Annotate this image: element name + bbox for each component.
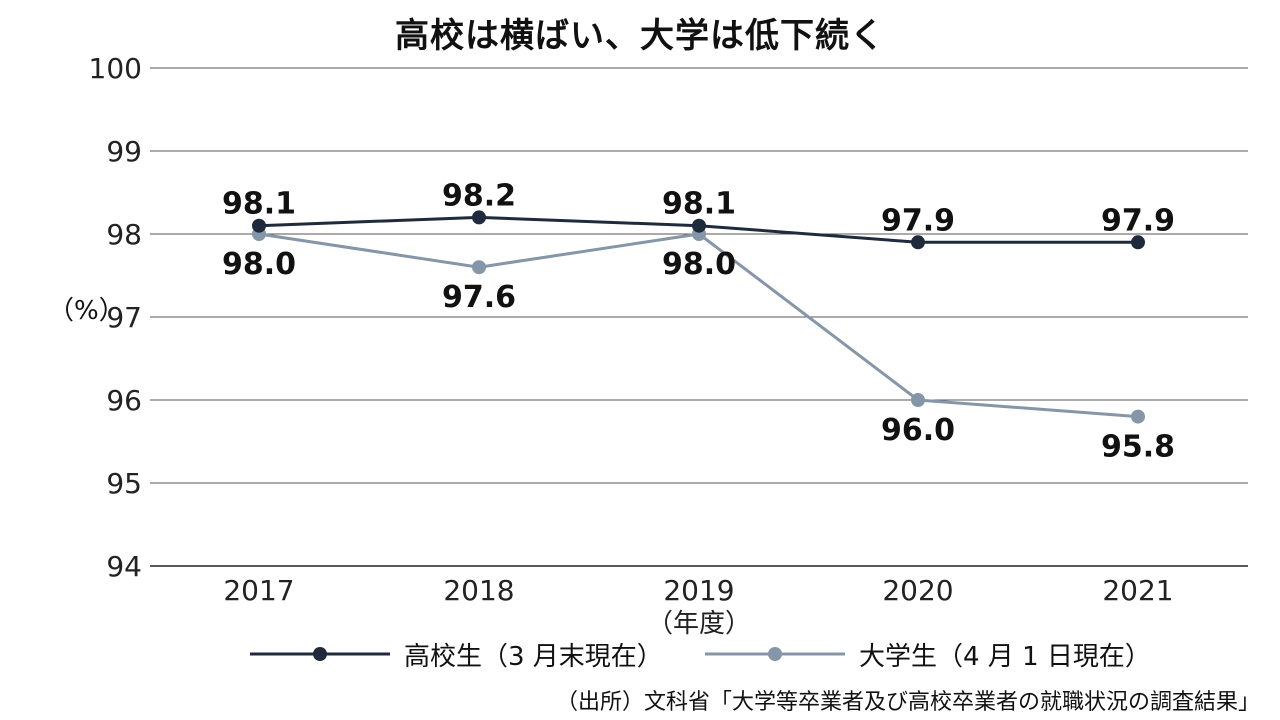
legend-item-university: 大学生（4 月 1 日現在） (705, 636, 1151, 672)
chart-title: 高校は横ばい、大学は低下続く (395, 16, 885, 56)
x-tick-label: 2017 (223, 574, 294, 607)
y-tick-label: 98 (106, 218, 142, 251)
x-tick-label: 2020 (882, 574, 953, 607)
data-label: 97.9 (1101, 203, 1175, 238)
y-tick-label: 97 (106, 301, 142, 334)
data-label: 98.0 (222, 247, 296, 282)
data-point-1-3 (911, 393, 925, 407)
data-label: 95.8 (1101, 430, 1175, 465)
data-label: 97.6 (442, 280, 516, 315)
data-label: 98.1 (222, 187, 296, 222)
legend-label-high-school: 高校生（3 月末現在） (404, 641, 663, 672)
x-tick-label: 2018 (443, 574, 514, 607)
data-label: 96.0 (881, 413, 955, 448)
y-tick-label: 96 (106, 384, 142, 417)
y-tick-label: 99 (106, 135, 142, 168)
data-label: 98.2 (442, 178, 516, 213)
data-label: 98.1 (662, 187, 736, 222)
legend-marker-university (705, 647, 845, 661)
y-tick-label: 95 (106, 467, 142, 500)
data-point-0-2 (692, 218, 706, 233)
legend: 高校生（3 月末現在） 大学生（4 月 1 日現在） (0, 636, 1280, 672)
data-point-0-4 (1131, 235, 1145, 250)
y-tick-label: 94 (106, 550, 142, 583)
y-tick-label: 100 (89, 52, 142, 85)
legend-item-high-school: 高校生（3 月末現在） (250, 636, 663, 672)
data-point-0-0 (252, 218, 266, 233)
data-point-1-1 (472, 260, 486, 275)
x-axis-unit: （年度） (647, 609, 751, 639)
data-point-1-4 (1131, 409, 1145, 424)
x-tick-label: 2019 (663, 574, 734, 607)
data-label: 97.9 (881, 203, 955, 238)
data-point-0-1 (472, 210, 486, 225)
y-axis-label: （%） (48, 296, 125, 326)
source-note: （出所）文科省「大学等卒業者及び高校卒業者の就職状況の調査結果」 (555, 690, 1260, 715)
legend-label-university: 大学生（4 月 1 日現在） (859, 641, 1151, 672)
data-label: 98.0 (662, 247, 736, 282)
legend-marker-high-school (250, 647, 390, 661)
x-tick-label: 2021 (1102, 574, 1173, 607)
data-point-0-3 (911, 235, 925, 250)
